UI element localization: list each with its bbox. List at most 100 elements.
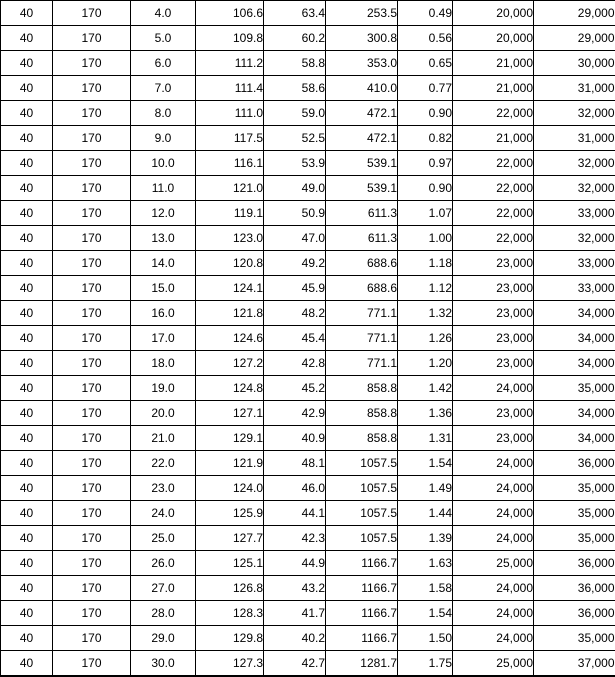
table-cell[interactable]: 253.5 (326, 1, 398, 26)
table-cell[interactable]: 40 (1, 401, 53, 426)
table-cell[interactable]: 45.4 (264, 326, 326, 351)
table-cell[interactable]: 127.3 (196, 651, 264, 677)
table-cell[interactable]: 111.4 (196, 76, 264, 101)
table-cell[interactable]: 49.0 (264, 176, 326, 201)
table-cell[interactable]: 0.90 (398, 176, 453, 201)
table-cell[interactable]: 24,000 (453, 376, 534, 401)
table-cell[interactable]: 170 (53, 576, 131, 601)
table-cell[interactable]: 170 (53, 626, 131, 651)
table-cell[interactable]: 63.4 (264, 1, 326, 26)
table-cell[interactable]: 170 (53, 401, 131, 426)
table-cell[interactable]: 170 (53, 326, 131, 351)
table-cell[interactable]: 40 (1, 126, 53, 151)
table-cell[interactable]: 1057.5 (326, 476, 398, 501)
table-cell[interactable]: 109.8 (196, 26, 264, 51)
table-cell[interactable]: 50.9 (264, 201, 326, 226)
table-cell[interactable]: 32,000 (534, 176, 615, 201)
table-cell[interactable]: 125.9 (196, 501, 264, 526)
table-cell[interactable]: 23,000 (453, 276, 534, 301)
table-cell[interactable]: 36,000 (534, 451, 615, 476)
table-cell[interactable]: 40 (1, 201, 53, 226)
table-cell[interactable]: 858.8 (326, 401, 398, 426)
table-cell[interactable]: 1166.7 (326, 576, 398, 601)
table-cell[interactable]: 1.18 (398, 251, 453, 276)
table-cell[interactable]: 23,000 (453, 326, 534, 351)
table-cell[interactable]: 1.36 (398, 401, 453, 426)
table-cell[interactable]: 30.0 (131, 651, 196, 677)
table-cell[interactable]: 129.1 (196, 426, 264, 451)
table-cell[interactable]: 42.9 (264, 401, 326, 426)
table-cell[interactable]: 31,000 (534, 126, 615, 151)
table-cell[interactable]: 24,000 (453, 451, 534, 476)
table-cell[interactable]: 44.1 (264, 501, 326, 526)
table-cell[interactable]: 43.2 (264, 576, 326, 601)
table-cell[interactable]: 1.54 (398, 451, 453, 476)
table-cell[interactable]: 32,000 (534, 226, 615, 251)
table-cell[interactable]: 119.1 (196, 201, 264, 226)
table-cell[interactable]: 24,000 (453, 501, 534, 526)
table-cell[interactable]: 688.6 (326, 276, 398, 301)
table-cell[interactable]: 11.0 (131, 176, 196, 201)
table-cell[interactable]: 29,000 (534, 1, 615, 26)
table-cell[interactable]: 60.2 (264, 26, 326, 51)
table-cell[interactable]: 170 (53, 651, 131, 677)
table-cell[interactable]: 1166.7 (326, 601, 398, 626)
table-cell[interactable]: 46.0 (264, 476, 326, 501)
table-cell[interactable]: 53.9 (264, 151, 326, 176)
table-cell[interactable]: 13.0 (131, 226, 196, 251)
table-cell[interactable]: 23.0 (131, 476, 196, 501)
table-cell[interactable]: 127.7 (196, 526, 264, 551)
table-cell[interactable]: 170 (53, 1, 131, 26)
table-cell[interactable]: 771.1 (326, 326, 398, 351)
table-cell[interactable]: 5.0 (131, 26, 196, 51)
table-cell[interactable]: 170 (53, 251, 131, 276)
table-cell[interactable]: 688.6 (326, 251, 398, 276)
table-cell[interactable]: 33,000 (534, 276, 615, 301)
table-cell[interactable]: 127.1 (196, 401, 264, 426)
table-cell[interactable]: 40 (1, 26, 53, 51)
table-cell[interactable]: 116.1 (196, 151, 264, 176)
table-cell[interactable]: 14.0 (131, 251, 196, 276)
table-cell[interactable]: 128.3 (196, 601, 264, 626)
table-cell[interactable]: 1.39 (398, 526, 453, 551)
table-cell[interactable]: 35,000 (534, 626, 615, 651)
table-cell[interactable]: 24,000 (453, 526, 534, 551)
table-cell[interactable]: 21,000 (453, 76, 534, 101)
table-cell[interactable]: 47.0 (264, 226, 326, 251)
table-cell[interactable]: 170 (53, 501, 131, 526)
table-cell[interactable]: 170 (53, 151, 131, 176)
table-cell[interactable]: 9.0 (131, 126, 196, 151)
table-cell[interactable]: 40 (1, 476, 53, 501)
table-cell[interactable]: 0.97 (398, 151, 453, 176)
table-cell[interactable]: 0.49 (398, 1, 453, 26)
table-cell[interactable]: 472.1 (326, 101, 398, 126)
table-cell[interactable]: 23,000 (453, 301, 534, 326)
table-cell[interactable]: 24,000 (453, 601, 534, 626)
table-cell[interactable]: 121.0 (196, 176, 264, 201)
table-cell[interactable]: 170 (53, 276, 131, 301)
table-cell[interactable]: 16.0 (131, 301, 196, 326)
table-cell[interactable]: 40 (1, 351, 53, 376)
table-cell[interactable]: 35,000 (534, 376, 615, 401)
table-cell[interactable]: 124.6 (196, 326, 264, 351)
table-cell[interactable]: 22,000 (453, 176, 534, 201)
table-cell[interactable]: 170 (53, 376, 131, 401)
table-cell[interactable]: 40 (1, 276, 53, 301)
table-cell[interactable]: 52.5 (264, 126, 326, 151)
table-cell[interactable]: 37,000 (534, 651, 615, 677)
table-cell[interactable]: 59.0 (264, 101, 326, 126)
table-cell[interactable]: 129.8 (196, 626, 264, 651)
table-cell[interactable]: 25,000 (453, 551, 534, 576)
table-cell[interactable]: 170 (53, 351, 131, 376)
table-cell[interactable]: 1.63 (398, 551, 453, 576)
table-cell[interactable]: 170 (53, 51, 131, 76)
table-cell[interactable]: 35,000 (534, 476, 615, 501)
table-cell[interactable]: 20,000 (453, 26, 534, 51)
table-cell[interactable]: 111.2 (196, 51, 264, 76)
table-cell[interactable]: 611.3 (326, 201, 398, 226)
table-cell[interactable]: 1057.5 (326, 526, 398, 551)
table-cell[interactable]: 31,000 (534, 76, 615, 101)
table-cell[interactable]: 106.6 (196, 1, 264, 26)
table-cell[interactable]: 125.1 (196, 551, 264, 576)
table-cell[interactable]: 45.9 (264, 276, 326, 301)
